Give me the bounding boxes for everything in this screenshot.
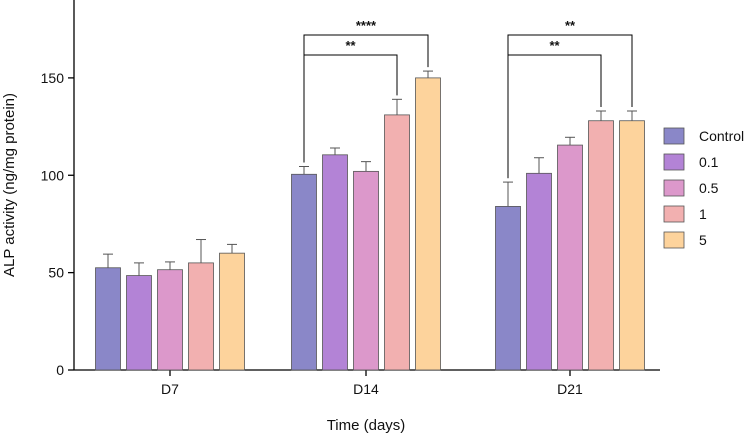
bar	[495, 206, 521, 371]
bar	[126, 275, 152, 371]
x-axis-title: Time (days)	[327, 417, 406, 434]
significance-bracket	[507, 54, 602, 179]
bar	[291, 173, 317, 371]
legend-label: 0.5	[699, 180, 719, 196]
legend-swatch	[663, 231, 685, 249]
bar	[157, 269, 183, 371]
bar	[619, 120, 645, 371]
bar	[353, 170, 379, 371]
significance-bracket	[507, 34, 633, 179]
significance-bracket	[303, 54, 398, 163]
bar	[384, 114, 410, 371]
y-tick-label: 0	[56, 362, 64, 378]
legend-label: 1	[699, 206, 707, 222]
legend-label: 0.1	[699, 154, 719, 170]
bar	[188, 262, 214, 371]
bar	[415, 77, 441, 371]
legend-label: Control	[699, 128, 744, 144]
significance-label: ****	[356, 18, 377, 33]
significance-label: **	[549, 38, 560, 53]
bar	[219, 252, 245, 371]
bar	[95, 267, 121, 371]
bar	[588, 120, 614, 371]
bar	[526, 172, 552, 371]
x-tick-label: D21	[557, 381, 583, 397]
x-tick-label: D7	[161, 381, 179, 397]
bar-groups	[95, 70, 645, 371]
significance-label: **	[345, 38, 356, 53]
legend-swatch	[663, 205, 685, 223]
significance-brackets: **********	[303, 18, 633, 179]
legend-label: 5	[699, 232, 707, 248]
legend-swatch	[663, 179, 685, 197]
y-tick-label: 150	[41, 70, 65, 86]
legend-swatch	[663, 127, 685, 145]
significance-bracket	[303, 34, 429, 163]
legend-swatch	[663, 153, 685, 171]
bar	[557, 144, 583, 371]
y-tick-label: 50	[48, 265, 64, 281]
significance-label: **	[565, 18, 576, 33]
legend: Control 0.1 0.5 1 5	[663, 127, 744, 249]
x-tick-label: D14	[353, 381, 379, 397]
y-axis-title: ALP activity (ng/mg protein)	[1, 93, 18, 277]
bar	[322, 154, 348, 371]
y-tick-label: 100	[41, 167, 65, 183]
